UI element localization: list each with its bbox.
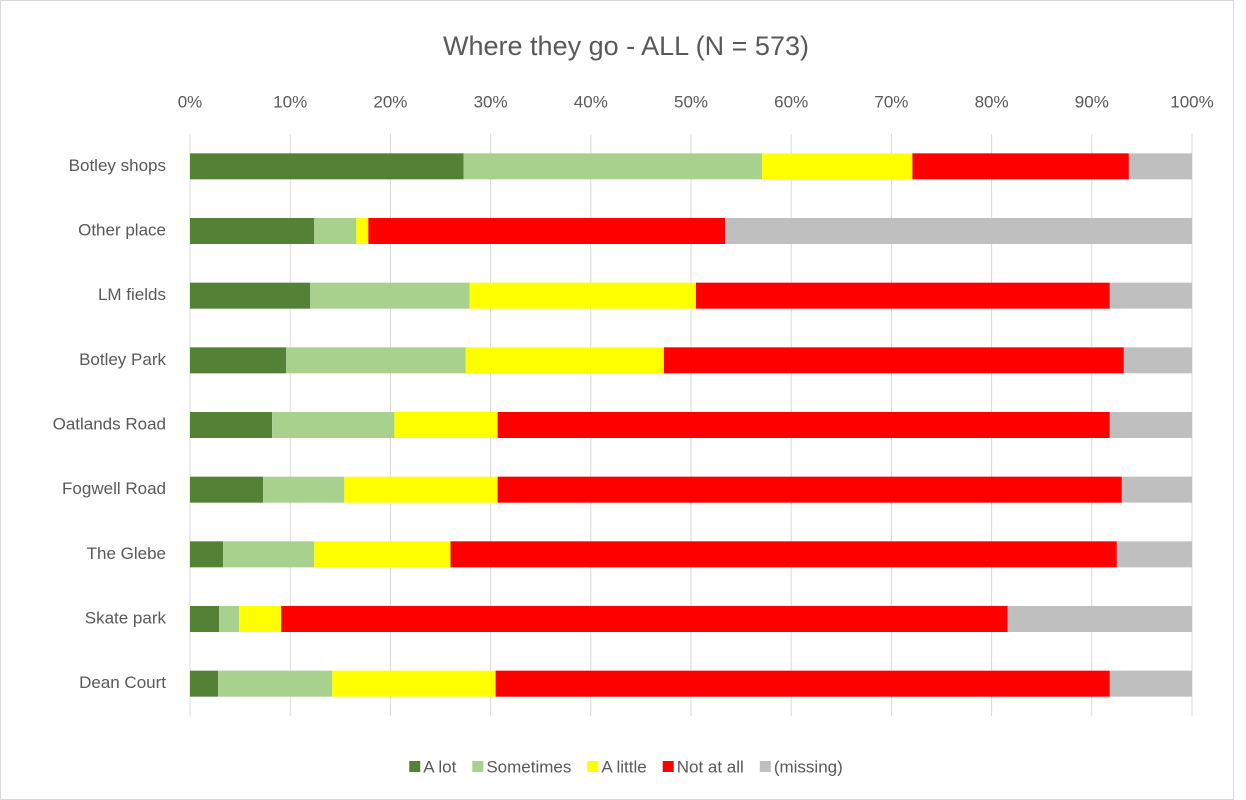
bar-segment [469, 282, 697, 309]
legend-swatch [409, 761, 421, 772]
bar-segment [450, 541, 1117, 568]
bar-segment [263, 476, 345, 503]
bar-segment [190, 541, 224, 568]
y-tick-label: Dean Court [79, 673, 166, 692]
bar-segment [465, 347, 664, 374]
legend-label: Not at all [677, 757, 744, 776]
x-tick-label: 50% [674, 92, 708, 111]
bar-segment [190, 476, 264, 503]
bar-segment [314, 541, 451, 568]
bar-segment [356, 218, 369, 244]
bar-segment [394, 412, 498, 438]
bar-segment [497, 412, 1110, 438]
bar-segment [1121, 476, 1192, 503]
y-tick-label: Skate park [85, 608, 167, 627]
chart-title: Where they go - ALL (N = 573) [443, 31, 809, 61]
x-tick-label: 90% [1075, 92, 1109, 111]
bar-segment [190, 347, 287, 374]
x-tick-label: 10% [273, 92, 307, 111]
bar-segment [912, 153, 1129, 180]
legend-swatch [662, 761, 674, 772]
y-tick-label: The Glebe [87, 544, 166, 563]
bar-segment [368, 218, 726, 244]
y-tick-label: Botley Park [79, 350, 166, 369]
legend-swatch [587, 761, 599, 772]
bar-segment [463, 153, 763, 180]
bar-segment [696, 282, 1110, 309]
bar-segment [223, 541, 315, 568]
x-tick-label: 40% [574, 92, 608, 111]
x-tick-label: 0% [178, 92, 203, 111]
bar-segment [286, 347, 466, 374]
bar-segment [663, 347, 1124, 374]
x-tick-label: 70% [874, 92, 908, 111]
bar-segment [190, 218, 315, 244]
y-tick-label: Fogwell Road [62, 479, 166, 498]
y-tick-label: Botley shops [69, 156, 166, 175]
bar-segment [495, 670, 1110, 697]
bar-segment [190, 153, 464, 180]
bar-segment [190, 412, 273, 438]
legend-swatch [472, 761, 484, 772]
bar-segment [1007, 606, 1192, 632]
bar-segment [1123, 347, 1192, 374]
x-tick-label: 60% [774, 92, 808, 111]
bar-segment [1109, 412, 1192, 438]
bar-segment [314, 218, 357, 244]
y-tick-label: Oatlands Road [53, 414, 166, 433]
bar-segment [190, 670, 219, 697]
legend-label: Sometimes [486, 757, 571, 776]
bar-segment [497, 476, 1122, 503]
bar-segment [239, 606, 282, 632]
bar-segment [332, 670, 496, 697]
bar-segment [1128, 153, 1192, 180]
bar-segment [190, 606, 220, 632]
legend-label: A little [601, 757, 646, 776]
bar-segment [1109, 282, 1192, 309]
bar-segment [281, 606, 1008, 632]
legend-label: (missing) [774, 757, 843, 776]
bar-segment [219, 606, 240, 632]
x-tick-label: 20% [373, 92, 407, 111]
bar-segment [762, 153, 913, 180]
x-tick-label: 80% [975, 92, 1009, 111]
bar-segment [725, 218, 1192, 244]
y-tick-label: Other place [78, 220, 166, 239]
bar-segment [272, 412, 395, 438]
legend-swatch [759, 761, 771, 772]
x-tick-label: 100% [1170, 92, 1213, 111]
bar-segment [310, 282, 470, 309]
bar-segment [190, 282, 311, 309]
bar-segment [1109, 670, 1192, 697]
bar-segment [218, 670, 333, 697]
y-tick-label: LM fields [98, 285, 166, 304]
legend-label: A lot [423, 757, 456, 776]
bar-segment [344, 476, 498, 503]
x-tick-label: 30% [474, 92, 508, 111]
bar-segment [1116, 541, 1192, 568]
